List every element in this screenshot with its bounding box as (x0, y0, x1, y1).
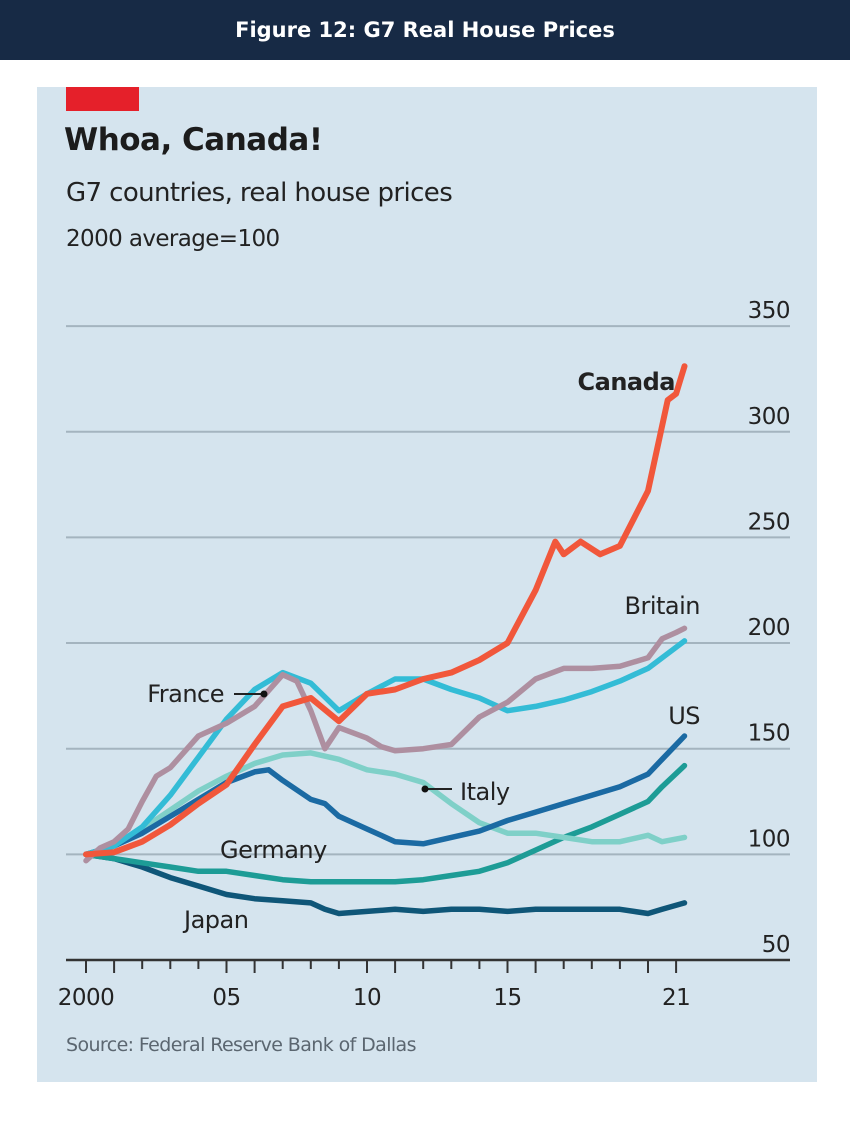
y-tick-label: 100 (748, 826, 790, 852)
y-tick-label: 250 (748, 509, 790, 535)
chart-panel (37, 87, 817, 1082)
y-tick-label: 300 (748, 404, 790, 430)
brand-red-bar (66, 87, 139, 111)
x-tick-label: 10 (353, 985, 381, 1011)
series-label-france: France (147, 680, 224, 708)
series-line-britain (83, 625, 688, 864)
italy-pointer-dot (421, 785, 429, 793)
chart-source: Source: Federal Reserve Bank of Dallas (66, 1034, 417, 1056)
chart-title: Whoa, Canada! (64, 122, 323, 158)
series-lines (83, 363, 688, 917)
figure-title: Figure 12: G7 Real House Prices (235, 18, 615, 42)
series-label-britain: Britain (625, 592, 701, 620)
series-line-japan (83, 851, 688, 917)
x-axis: 2000 05 10 15 21 (58, 958, 790, 1011)
series-line-us (83, 733, 688, 858)
france-pointer-dot (260, 690, 268, 698)
series-label-japan: Japan (182, 906, 248, 934)
series-line-france (83, 638, 688, 858)
series-line-italy (83, 750, 688, 858)
series-label-canada: Canada (578, 368, 675, 396)
series-labels: Canada Britain US France Italy Germany Japan (147, 368, 700, 934)
x-tick-label: 15 (493, 985, 521, 1011)
y-tick-label: 50 (762, 932, 790, 958)
figure-banner: Figure 12: G7 Real House Prices (0, 0, 850, 60)
series-line-germany (83, 762, 688, 885)
chart-subtitle: G7 countries, real house prices (66, 178, 453, 208)
series-label-us: US (668, 702, 700, 730)
x-tick-label: 2000 (58, 985, 115, 1011)
chart-unit-note: 2000 average=100 (66, 226, 280, 252)
x-tick-label: 05 (212, 985, 240, 1011)
series-label-italy: Italy (460, 778, 510, 806)
series-label-germany: Germany (220, 836, 327, 864)
gridlines (66, 325, 790, 856)
series-line-canada (83, 363, 688, 858)
y-tick-label: 200 (748, 615, 790, 641)
y-tick-label: 150 (748, 721, 790, 747)
y-tick-label: 350 (748, 298, 790, 324)
x-tick-label: 21 (662, 985, 690, 1011)
y-axis-labels: 50 100 150 200 250 300 350 (748, 298, 791, 958)
